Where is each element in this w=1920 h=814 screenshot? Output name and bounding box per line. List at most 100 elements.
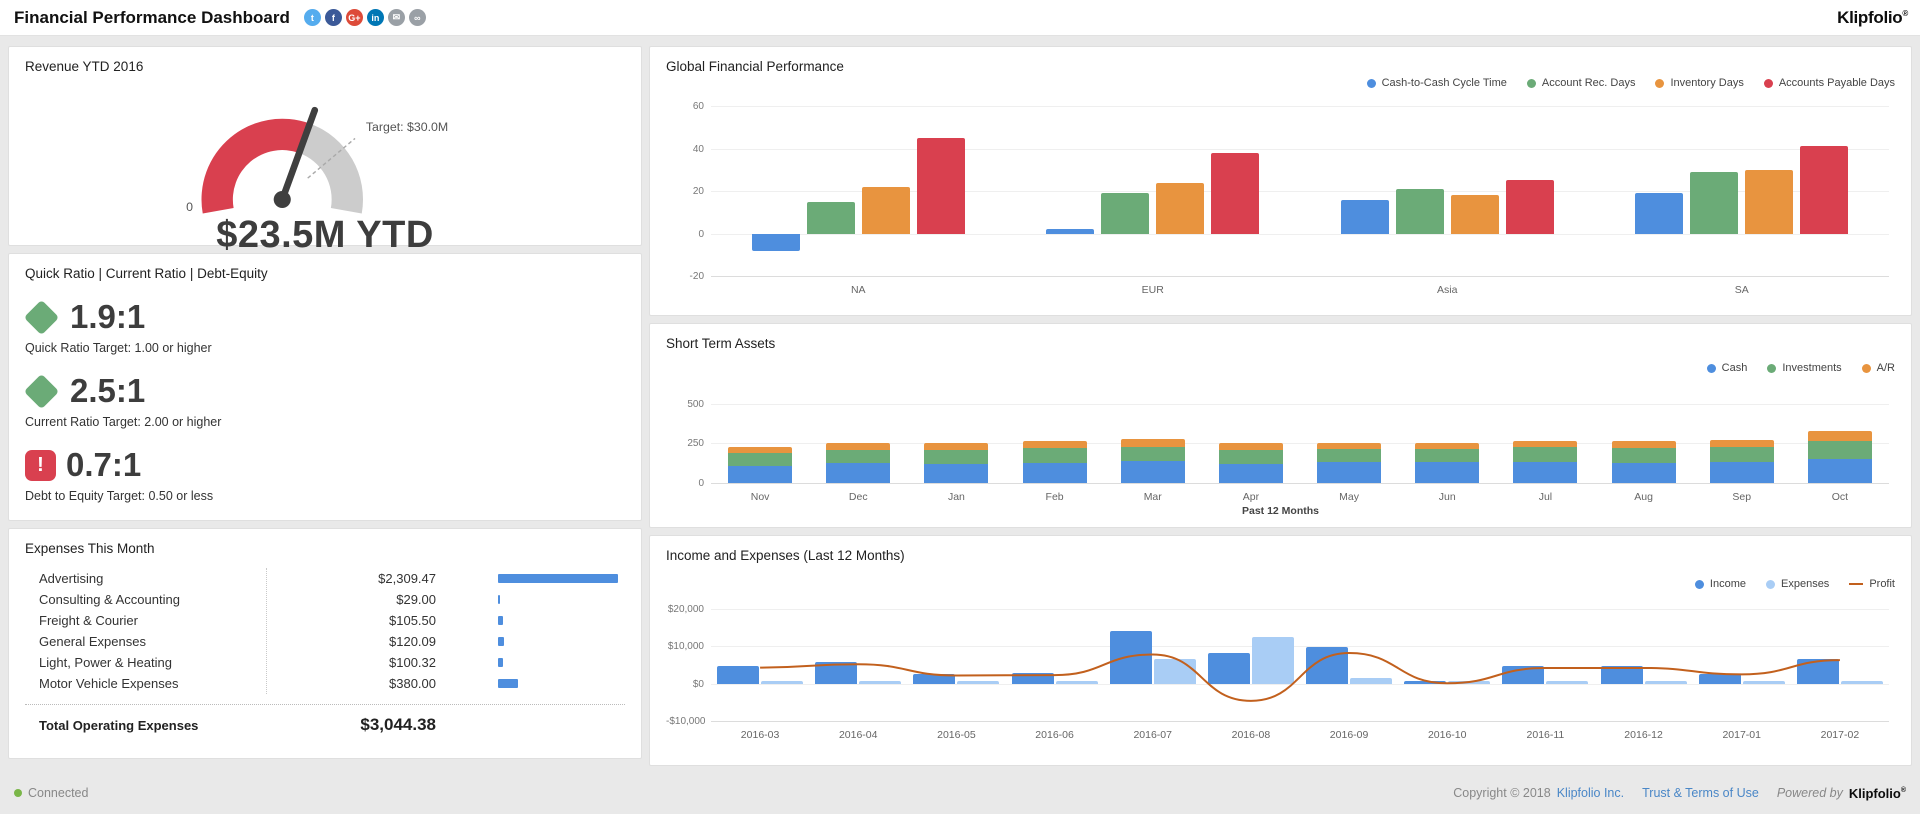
bar: [1513, 461, 1578, 483]
legend-swatch-icon: [1694, 579, 1704, 589]
terms-link[interactable]: Trust & Terms of Use: [1642, 786, 1759, 800]
bar: [1055, 681, 1098, 684]
bar: [1742, 681, 1785, 684]
legend-swatch-icon: [1849, 583, 1864, 585]
social-icons: t f G+ in ✉ ∞: [303, 9, 430, 26]
category-label: 2016-04: [838, 729, 878, 741]
legend-item[interactable]: Cash: [1706, 362, 1748, 374]
bar: [806, 201, 855, 234]
bar: [1807, 430, 1872, 441]
legend-swatch-icon: [1366, 78, 1376, 88]
link-icon[interactable]: ∞: [408, 9, 426, 26]
legend-label: Investments: [1782, 362, 1842, 374]
bar: [1709, 447, 1774, 463]
category-label: Oct: [1831, 491, 1849, 503]
category-label: 2016-06: [1035, 729, 1074, 741]
gridline: [711, 721, 1889, 722]
bar: [924, 449, 989, 464]
bar: [1644, 681, 1687, 684]
legend-swatch-icon: [1706, 363, 1716, 373]
bar: [1211, 152, 1260, 234]
y-tick-label: 40: [692, 143, 704, 155]
legend-item[interactable]: Profit: [1849, 578, 1895, 590]
company-link[interactable]: Klipfolio Inc.: [1556, 786, 1625, 800]
googleplus-icon[interactable]: G+: [345, 9, 363, 26]
bar: [1207, 653, 1250, 684]
gridline: [711, 233, 1889, 235]
category-label: Dec: [848, 491, 868, 503]
category-label: 2017-02: [1820, 729, 1860, 741]
footer: Connected Copyright © 2018 Klipfolio Inc…: [0, 772, 1920, 814]
bar: [1600, 665, 1643, 684]
legend-item[interactable]: Accounts Payable Days: [1763, 77, 1895, 89]
y-tick-label: 0: [698, 478, 704, 489]
klipfolio-logo: Klipfolio®: [1837, 7, 1908, 27]
expense-rows: Advertising $2,309.47 Consulting & Account…: [25, 568, 625, 694]
bar: [1153, 659, 1196, 684]
expense-value: $100.32: [389, 655, 436, 670]
gauge-target-line: [307, 137, 356, 179]
revenue-gauge: 0 Target: $30.0M $23.5M YTD: [25, 76, 625, 257]
expense-bar: [498, 658, 504, 667]
bar: [1317, 461, 1382, 483]
expense-total-value: $3,044.38: [360, 715, 436, 734]
legend-item[interactable]: Expenses: [1766, 578, 1829, 590]
connection-status: Connected: [28, 786, 89, 800]
facebook-icon[interactable]: f: [324, 9, 342, 26]
bar: [717, 665, 760, 684]
bar: [1317, 442, 1382, 449]
legend-item[interactable]: A/R: [1861, 362, 1895, 374]
linkedin-icon[interactable]: in: [366, 9, 384, 26]
bar: [1745, 169, 1794, 234]
copyright-text: Copyright © 2018: [1453, 786, 1551, 800]
kpi-caption: Quick Ratio Target: 1.00 or higher: [25, 341, 212, 355]
kpi-item: 1.9:1 Quick Ratio Target: 1.00 or higher: [23, 297, 625, 355]
legend-label: Profit: [1869, 578, 1895, 590]
legend-item[interactable]: Investments: [1767, 362, 1842, 374]
bar: [1156, 182, 1205, 234]
legend-label: Inventory Days: [1670, 77, 1744, 89]
bar: [1840, 681, 1883, 684]
gridline: [711, 683, 1889, 685]
bar: [1340, 199, 1389, 234]
legend-swatch-icon: [1766, 579, 1775, 589]
combo-bar-line-chart: $20,000 $10,000 $0 -$10,000 2016-03 2016-04 20…: [666, 604, 1889, 741]
twitter-icon[interactable]: t: [303, 9, 321, 26]
expense-bar: [498, 595, 500, 604]
bar: [1800, 146, 1849, 234]
y-tick-label: -$10,000: [666, 716, 706, 727]
y-tick-label: $10,000: [667, 641, 704, 653]
right-column: Global Financial Performance Cash-to-Cas…: [649, 46, 1912, 766]
expense-value: $120.09: [389, 634, 436, 649]
legend-item[interactable]: Cash-to-Cash Cycle Time: [1366, 77, 1507, 89]
gridline: [711, 148, 1889, 150]
kpi-value: 1.9:1: [70, 298, 146, 335]
powered-by-text: Powered by: [1776, 786, 1843, 800]
legend-item[interactable]: Inventory Days: [1655, 77, 1744, 89]
table-row: Advertising $2,309.47: [25, 568, 625, 589]
expense-value: $29.00: [396, 592, 436, 607]
legend-item[interactable]: Income: [1694, 578, 1746, 590]
gridline: [711, 443, 1889, 445]
category-label: Apr: [1242, 491, 1260, 503]
panel-title: Income and Expenses (Last 12 Months): [666, 548, 905, 563]
legend-swatch-icon: [1767, 363, 1777, 373]
bar: [1350, 677, 1393, 684]
dashboard-grid: Revenue YTD 2016 0 Target: $30.0M $23.5M…: [0, 36, 1920, 766]
legend-item[interactable]: Account Rec. Days: [1526, 77, 1636, 89]
y-tick-label: $0: [692, 678, 704, 690]
revenue-ytd-panel: Revenue YTD 2016 0 Target: $30.0M $23.5M…: [8, 46, 642, 256]
legend-label: Account Rec. Days: [1541, 77, 1636, 89]
legend-label: Cash: [1721, 362, 1748, 374]
expense-label: Freight & Courier: [39, 613, 138, 628]
bar: [1709, 440, 1774, 448]
y-tick-label: -20: [689, 271, 704, 282]
bar: [1404, 681, 1447, 684]
bar: [1450, 195, 1499, 234]
bar: [1546, 681, 1589, 684]
kpi-item: 2.5:1 Current Ratio Target: 2.00 or highe…: [23, 371, 625, 429]
expense-bar: [498, 679, 518, 688]
expense-value: $2,309.47: [378, 571, 436, 586]
email-icon[interactable]: ✉: [387, 9, 405, 26]
expense-value: $105.50: [389, 613, 436, 628]
